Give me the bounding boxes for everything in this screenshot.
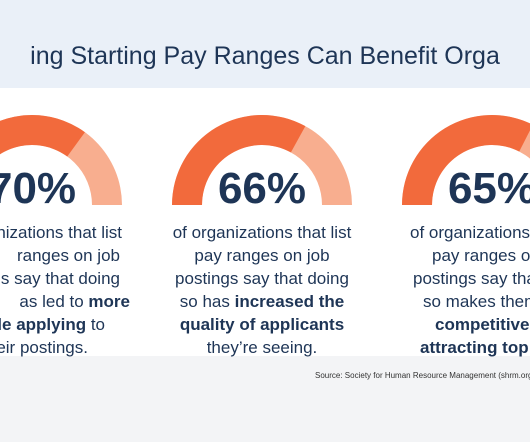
description-line: they’re seeing. [207, 338, 318, 357]
text-segment: ble applying [0, 315, 86, 334]
text-segment: pay ranges on job [194, 246, 329, 265]
description-line: gs say that doing [0, 269, 120, 288]
text-segment: increased the [235, 292, 345, 311]
description-line: postings say tha [413, 269, 530, 288]
text-segment: quality of applicants [180, 315, 344, 334]
text-segment: so makes them [423, 292, 530, 311]
title: ing Starting Pay Ranges Can Benefit Orga [30, 42, 500, 70]
text-segment: postings say that doing [175, 269, 349, 288]
text-segment: to [86, 315, 105, 334]
text-segment: of organizations that list [173, 223, 352, 242]
text-segment: gs say that doing [0, 269, 120, 288]
text-segment: so has [180, 292, 235, 311]
text-segment: pay ranges o [432, 246, 530, 265]
description-line: ble applying to [0, 315, 105, 334]
text-segment: as led to [19, 292, 88, 311]
text-segment: competitive [435, 315, 529, 334]
text-segment: more [88, 292, 130, 311]
description-line: competitive [435, 315, 529, 334]
text-segment: of organizations [410, 223, 530, 242]
description-line: organizations that list [0, 223, 122, 242]
description-line: pay ranges on job [194, 246, 329, 265]
description-line: as led to more [19, 292, 130, 311]
description-line: so has increased the [180, 292, 344, 311]
gauge-label: 65% [448, 164, 530, 213]
description-line: postings say that doing [175, 269, 349, 288]
text-segment: postings say tha [413, 269, 530, 288]
text-segment: they’re seeing. [207, 338, 318, 357]
description-line: so makes them [423, 292, 530, 311]
text-segment: ranges on job [17, 246, 120, 265]
text-segment: attracting top [420, 338, 529, 357]
description-line: of organizations that list [173, 223, 352, 242]
gauge-label: 66% [218, 164, 306, 213]
description-line: ranges on job [17, 246, 120, 265]
text-segment: eir postings. [0, 338, 88, 357]
text-segment: organizations that list [0, 223, 122, 242]
description-line: eir postings. [0, 338, 88, 357]
description-line: pay ranges o [432, 246, 530, 265]
description-line: quality of applicants [180, 315, 344, 334]
title-band [0, 0, 530, 90]
gauge-value [402, 115, 530, 205]
source: Source: Society for Human Resource Manag… [315, 371, 530, 380]
description-line: attracting top [420, 338, 529, 357]
gauge-label: 70% [0, 164, 76, 213]
description-line: of organizations [410, 223, 530, 242]
gauge-value [0, 115, 85, 157]
gauge-value [172, 115, 306, 205]
